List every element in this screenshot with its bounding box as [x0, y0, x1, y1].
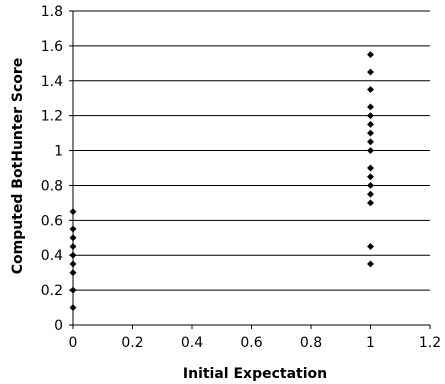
data-point-layer [69, 51, 375, 312]
y-tick-label: 0 [54, 318, 63, 334]
x-tick-label: 0.4 [181, 335, 203, 351]
data-point [69, 286, 77, 294]
data-point [69, 260, 77, 268]
x-tick-label: 0.8 [300, 335, 322, 351]
tick-label-layer: 0 0.2 0.4 0.6 0.8 1 1.2 1.4 1.6 1.8 0 0.2 0.4 0.6 0.8 1… [41, 4, 441, 351]
grid-layer [73, 10, 430, 291]
data-point [366, 138, 375, 146]
data-point [366, 190, 375, 198]
y-tick-label: 1.2 [41, 109, 63, 125]
y-tick-label: 1 [54, 144, 63, 160]
x-tick-label: 0.2 [121, 335, 143, 351]
data-point [69, 225, 77, 233]
data-point [366, 112, 375, 120]
data-point [69, 234, 77, 242]
data-point [366, 173, 375, 181]
data-point [366, 68, 375, 76]
y-tick-label: 0.2 [41, 283, 63, 299]
x-tick-label: 1 [366, 335, 375, 351]
data-point [366, 129, 375, 137]
data-point [366, 199, 375, 207]
y-tick-label: 1.4 [41, 74, 63, 90]
axis-layer [69, 10, 431, 329]
x-tick-label: 0.6 [240, 335, 262, 351]
y-tick-label: 0.8 [41, 178, 63, 194]
data-point [69, 208, 77, 216]
data-point [69, 242, 77, 251]
data-point [366, 181, 375, 189]
data-point [366, 103, 375, 111]
data-point [366, 260, 375, 268]
data-point [366, 85, 375, 94]
y-tick-label: 0.6 [41, 213, 63, 229]
y-axis-title: Computed BotHunter Score [10, 58, 26, 275]
data-point [366, 147, 375, 155]
data-point [366, 242, 375, 251]
x-tick-label: 1.2 [419, 335, 441, 351]
data-point [366, 164, 375, 172]
data-point [69, 304, 77, 312]
y-tick-label: 0.4 [41, 248, 63, 264]
x-axis-title: Initial Expectation [183, 366, 327, 382]
data-point [69, 251, 77, 259]
data-point [69, 269, 77, 277]
data-point [366, 120, 375, 128]
x-tick-label: 0 [69, 335, 78, 351]
data-point [366, 51, 375, 59]
y-tick-label: 1.8 [41, 4, 63, 20]
y-tick-label: 1.6 [41, 39, 63, 55]
